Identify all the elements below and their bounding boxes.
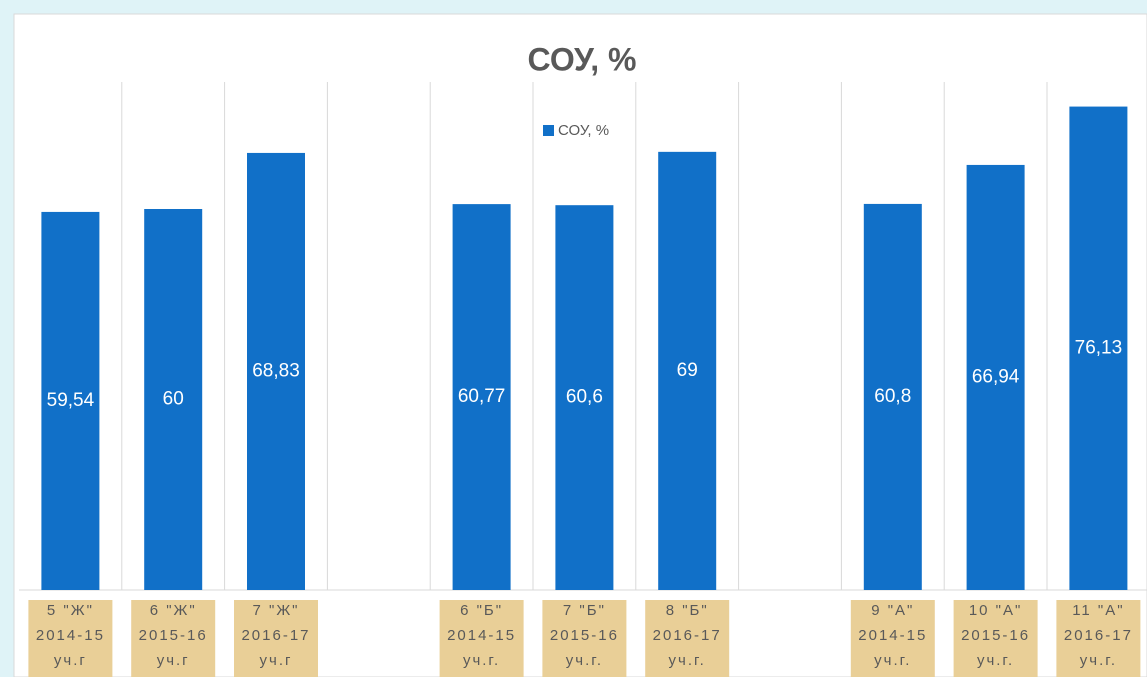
- x-tick-label: 5 "Ж": [47, 602, 94, 619]
- x-tick-label: 6 "Б": [460, 602, 503, 619]
- legend-swatch: [543, 125, 554, 136]
- bar: [41, 211, 100, 590]
- chart-title: СОУ, %: [528, 41, 637, 77]
- x-tick-label: 11 "А": [1072, 602, 1124, 619]
- x-tick-label: уч.г.: [977, 652, 1014, 669]
- x-tick-label: 2016-17: [653, 627, 722, 644]
- x-tick-label: уч.г.: [669, 652, 706, 669]
- x-tick-label: 6 "Ж": [150, 602, 197, 619]
- x-label-box: [953, 600, 1038, 677]
- bar: [966, 164, 1025, 590]
- bar: [144, 209, 203, 590]
- x-tick-label: 2016-17: [1064, 627, 1133, 644]
- x-tick-label: уч.г.: [874, 652, 911, 669]
- x-tick-label: 2015-16: [550, 627, 619, 644]
- bar: [247, 152, 305, 590]
- x-tick-label: уч.г: [157, 652, 190, 669]
- x-label-box: [1056, 600, 1141, 677]
- x-tick-label: 2016-17: [241, 627, 310, 644]
- x-tick-label: 2014-15: [447, 627, 516, 644]
- x-tick-label: уч.г.: [566, 652, 603, 669]
- x-tick-label: уч.г.: [1080, 652, 1117, 669]
- x-label-box: [131, 600, 216, 677]
- x-tick-label: 2015-16: [961, 627, 1030, 644]
- x-tick-label: 2014-15: [858, 627, 927, 644]
- data-label: 66,94: [972, 366, 1020, 387]
- bar: [658, 151, 717, 590]
- x-tick-label: 2015-16: [139, 627, 208, 644]
- bar: [452, 204, 511, 590]
- data-label: 60,8: [874, 386, 911, 407]
- data-label: 59,54: [47, 390, 95, 411]
- x-tick-label: 9 "А": [871, 602, 914, 619]
- data-label: 69: [677, 360, 698, 381]
- x-label-box: [28, 600, 113, 677]
- x-tick-label: 10 "А": [969, 602, 1023, 619]
- legend-label: СОУ, %: [558, 122, 609, 139]
- x-tick-label: 8 "Б": [666, 602, 709, 619]
- x-tick-label: уч.г: [54, 652, 87, 669]
- x-tick-label: 7 "Ж": [252, 602, 299, 619]
- bar: [555, 205, 614, 590]
- data-label: 68,83: [252, 360, 300, 381]
- data-label: 60,6: [566, 387, 603, 408]
- x-label-box: [439, 600, 524, 677]
- x-label-box: [234, 600, 318, 677]
- x-label-box: [542, 600, 627, 677]
- x-tick-label: уч.г: [260, 652, 293, 669]
- bar: [1069, 106, 1128, 591]
- data-label: 76,13: [1075, 337, 1123, 358]
- x-tick-label: уч.г.: [463, 652, 500, 669]
- x-label-box: [850, 600, 935, 677]
- data-label: 60: [163, 389, 184, 410]
- bar: [863, 203, 922, 591]
- x-tick-label: 2014-15: [36, 627, 105, 644]
- x-label-box: [645, 600, 730, 677]
- data-label: 60,77: [458, 386, 506, 407]
- x-tick-label: 7 "Б": [563, 602, 606, 619]
